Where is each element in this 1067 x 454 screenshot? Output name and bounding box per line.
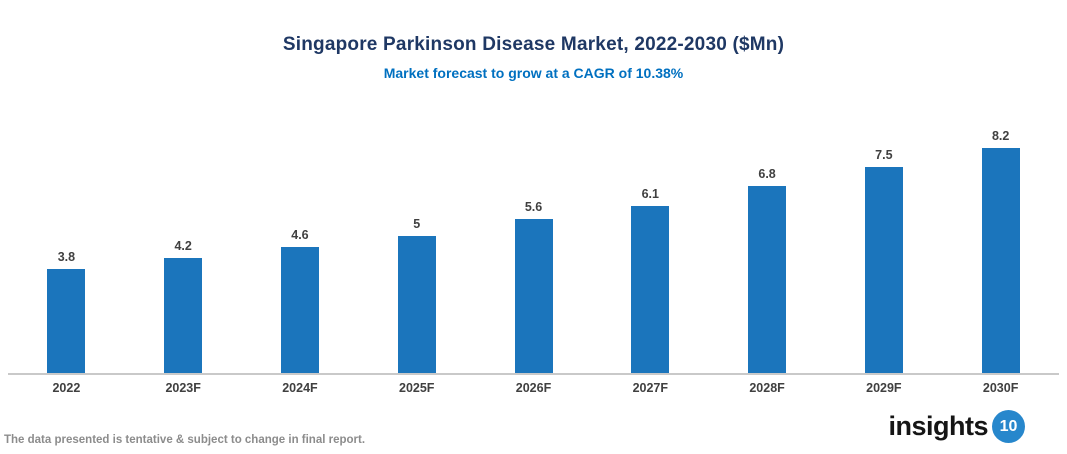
plot-area: 3.8 4.2 4.6 5 5.6 6.1 6.8 7.5 8.2 [8,128,1059,375]
x-axis-label: 2024F [282,381,318,395]
bar [864,167,903,373]
x-axis-label: 2023F [165,381,201,395]
bar-column: 5 [358,217,475,373]
x-axis-label: 2030F [982,381,1019,395]
bar-value-label: 4.6 [291,228,309,242]
x-axis-label: 2026F [515,381,552,395]
logo-badge-icon: 10 [992,410,1025,443]
x-axis-label: 2028F [749,381,785,395]
x-axis: 2022 2023F 2024F 2025F 2026F 2027F 2028F 2029F 2… [8,381,1059,395]
chart-title: Singapore Parkinson Disease Market, 2022… [282,34,785,55]
insights10-logo: insights 10 [888,410,1025,443]
bar-value-label: 6.1 [641,187,659,201]
bar-column: 8.2 [942,129,1059,373]
bar-column: 7.5 [825,148,942,373]
bar-value-label: 5 [413,217,421,231]
bar [631,206,670,373]
plot-wrap: 3.8 4.2 4.6 5 5.6 6.1 6.8 7.5 8.2 2022 2023F 2024F… [8,128,1059,395]
bar-column: 4.2 [125,239,242,373]
bar [47,269,86,373]
x-axis-label: 2027F [632,381,669,395]
logo-text: insights [888,411,988,441]
bar-value-label: 3.8 [57,250,76,264]
bar-column: 6.8 [709,167,826,373]
x-axis-label: 2025F [399,381,435,395]
bar [164,258,203,373]
footer-note: The data presented is tentative & subjec… [4,434,366,446]
chart-subtitle: Market forecast to grow at a CAGR of 10.… [383,65,684,81]
bar [280,247,319,373]
bar-column: 4.6 [242,228,359,373]
bar-value-label: 4.2 [174,239,192,253]
bar-column: 6.1 [592,187,709,373]
x-axis-label: 2022 [52,381,81,395]
bar-value-label: 6.8 [758,167,776,181]
bar [397,236,436,373]
bar-value-label: 8.2 [991,129,1010,143]
x-axis-label: 2029F [866,381,902,395]
bar [981,148,1020,373]
bar [514,219,553,373]
bar-value-label: 7.5 [875,148,893,162]
bar-column: 5.6 [475,200,592,373]
bar-column: 3.8 [8,250,125,373]
bar [748,186,787,373]
bar-value-label: 5.6 [524,200,543,214]
